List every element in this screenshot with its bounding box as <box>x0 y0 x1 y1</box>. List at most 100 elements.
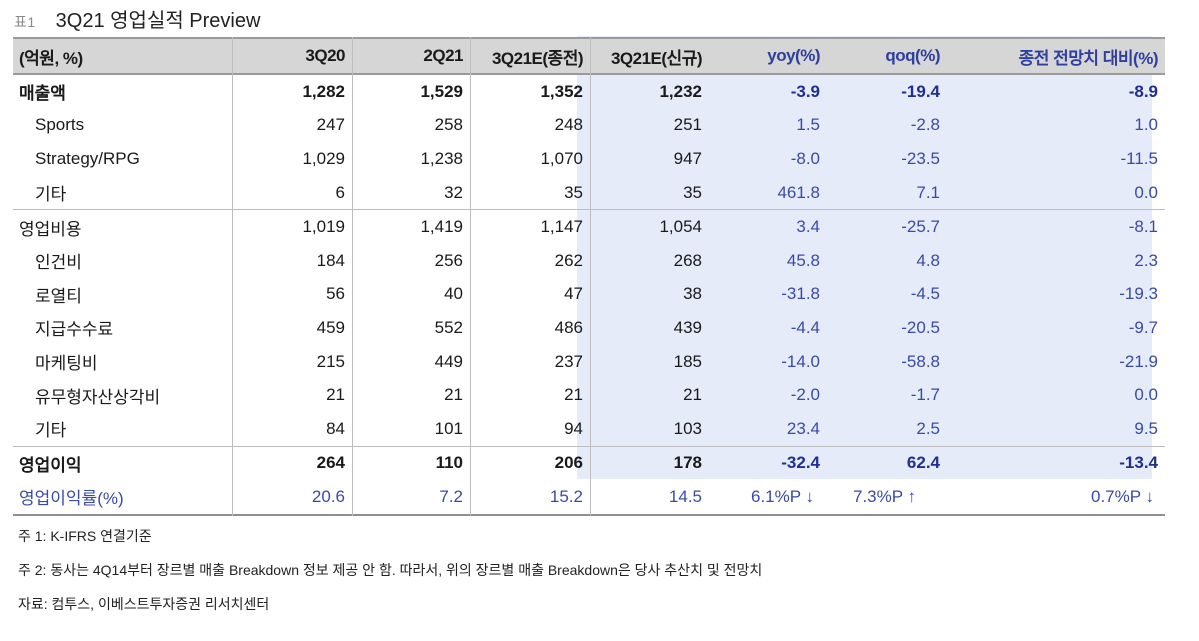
cell-qoq: -4.5 <box>910 284 940 304</box>
cell-3q21e-new: 38 <box>683 284 702 304</box>
cell-vs-prev: -9.7 <box>1128 317 1158 337</box>
highlight-columns-bg <box>577 36 1152 479</box>
cell-2q21: 110 <box>435 453 463 473</box>
footnotes: 주 1: K-IFRS 연결기준 주 2: 동사는 4Q14부터 장르별 매출 … <box>18 526 762 628</box>
cell-3q20: 264 <box>316 453 345 473</box>
cell-3q21e-prev: 35 <box>564 182 583 202</box>
cell-3q20: 184 <box>316 250 345 270</box>
row-label: 영업비용 <box>19 219 82 239</box>
cell-3q21e-prev: 21 <box>564 385 583 405</box>
table-row-royalty: 로열티 56 40 47 38 -31.8 -4.5 -19.3 <box>13 278 1165 312</box>
row-label: 마케팅비 <box>35 354 98 374</box>
row-label: 기타 <box>35 421 67 441</box>
cell-3q21e-prev: 262 <box>554 250 583 270</box>
table-row-marketing: 마케팅비 215 449 237 185 -14.0 -58.8 -21.9 <box>13 345 1165 379</box>
cell-vs-prev: 2.3 <box>1134 250 1158 270</box>
header-3q21e-new: 3Q21E(신규) <box>610 48 703 68</box>
column-divider <box>232 37 233 516</box>
cell-qoq: -25.7 <box>901 217 940 237</box>
cell-3q21e-new: 1,232 <box>659 81 702 101</box>
cell-vs-prev: 0.0 <box>1134 385 1158 405</box>
row-label: 유무형자산상각비 <box>35 387 161 407</box>
cell-3q20: 459 <box>316 317 345 337</box>
cell-yoy: 45.8 <box>786 250 820 270</box>
cell-2q21: 40 <box>444 284 463 304</box>
row-label: 기타 <box>35 185 67 205</box>
row-label: 매출액 <box>19 84 66 104</box>
row-separator <box>13 209 1165 211</box>
cell-yoy: -3.9 <box>790 81 820 101</box>
cell-3q21e-new: 251 <box>673 115 702 135</box>
cell-3q21e-new: 439 <box>673 317 702 337</box>
cell-yoy: -32.4 <box>781 453 820 473</box>
footnote-1: 주 1: K-IFRS 연결기준 <box>18 528 152 544</box>
cell-3q20: 6 <box>335 182 345 202</box>
table-bottom-border <box>13 513 1165 516</box>
figure-label: 표1 <box>14 14 36 30</box>
cell-3q20: 247 <box>316 115 345 135</box>
cell-2q21: 1,419 <box>420 217 463 237</box>
cell-3q20: 215 <box>316 351 345 371</box>
figure-title-text: 3Q21 영업실적 Preview <box>55 10 261 32</box>
cell-3q21e-prev: 206 <box>554 453 583 473</box>
cell-yoy: 461.8 <box>777 182 820 202</box>
cell-3q21e-prev: 1,147 <box>540 217 583 237</box>
cell-yoy: 6.1%P ↓ <box>750 486 814 506</box>
cell-qoq: -1.7 <box>910 385 940 405</box>
cell-3q21e-prev: 47 <box>564 284 583 304</box>
table-row-operating-margin: 영업이익률(%) 20.6 7.2 15.2 14.5 6.1%P ↓ 7.3%… <box>13 480 1165 514</box>
table-row-revenue: 매출액 1,282 1,529 1,352 1,232 -3.9 -19.4 -… <box>13 75 1165 109</box>
table-row-strategy-rpg: Strategy/RPG 1,029 1,238 1,070 947 -8.0 … <box>13 142 1165 176</box>
row-label: Strategy/RPG <box>35 148 140 168</box>
cell-2q21: 32 <box>444 182 463 202</box>
cell-qoq: -58.8 <box>901 351 940 371</box>
cell-yoy: -2.0 <box>790 385 820 405</box>
cell-3q21e-new: 35 <box>683 182 702 202</box>
cell-yoy: -4.4 <box>790 317 820 337</box>
cell-vs-prev: -8.1 <box>1128 217 1158 237</box>
table-row-fees: 지급수수료 459 552 486 439 -4.4 -20.5 -9.7 <box>13 311 1165 345</box>
cell-3q20: 21 <box>326 385 345 405</box>
row-label: 로열티 <box>35 286 82 306</box>
table-row-sports: Sports 247 258 248 251 1.5 -2.8 1.0 <box>13 109 1165 143</box>
cell-yoy: -31.8 <box>781 284 820 304</box>
column-divider <box>470 37 471 516</box>
source-note: 자료: 컴투스, 이베스트투자증권 리서치센터 <box>18 596 270 612</box>
cell-3q21e-prev: 237 <box>554 351 583 371</box>
header-2q21: 2Q21 <box>423 46 463 65</box>
cell-3q21e-new: 268 <box>673 250 702 270</box>
header-vs-prev: 종전 전망치 대비(%) <box>1018 48 1159 68</box>
cell-3q21e-new: 178 <box>673 453 702 473</box>
cell-3q20: 1,019 <box>302 217 345 237</box>
table-row-operating-profit: 영업이익 264 110 206 178 -32.4 62.4 -13.4 <box>13 447 1165 481</box>
cell-3q20: 1,029 <box>302 148 345 168</box>
cell-vs-prev: 0.7%P ↓ <box>1090 486 1154 506</box>
cell-3q21e-new: 185 <box>673 351 702 371</box>
cell-3q21e-new: 14.5 <box>668 486 702 506</box>
cell-vs-prev: 1.0 <box>1134 115 1158 135</box>
table-row-labor: 인건비 184 256 262 268 45.8 4.8 2.3 <box>13 244 1165 278</box>
row-label: Sports <box>35 115 85 135</box>
table-row-opex: 영업비용 1,019 1,419 1,147 1,054 3.4 -25.7 -… <box>13 210 1165 244</box>
cell-3q21e-prev: 15.2 <box>549 486 583 506</box>
table-row-revenue-other: 기타 6 32 35 35 461.8 7.1 0.0 <box>13 176 1165 210</box>
cell-2q21: 552 <box>434 317 463 337</box>
cell-2q21: 1,529 <box>420 81 463 101</box>
cell-qoq: -2.8 <box>910 115 940 135</box>
row-label: 인건비 <box>35 253 82 273</box>
cell-2q21: 21 <box>444 385 463 405</box>
cell-qoq: 4.8 <box>916 250 940 270</box>
cell-3q21e-prev: 1,352 <box>540 81 583 101</box>
table-header: (억원, %) 3Q20 2Q21 3Q21E(종전) 3Q21E(신규) yo… <box>13 37 1165 75</box>
cell-qoq: 7.1 <box>916 182 940 202</box>
cell-qoq: -23.5 <box>901 148 940 168</box>
cell-qoq: 2.5 <box>916 418 940 438</box>
cell-vs-prev: 9.5 <box>1134 418 1158 438</box>
cell-qoq: -19.4 <box>901 81 940 101</box>
column-divider <box>352 37 353 516</box>
cell-3q20: 1,282 <box>302 81 345 101</box>
footnote-2: 주 2: 동사는 4Q14부터 장르별 매출 Breakdown 정보 제공 안… <box>18 562 763 578</box>
cell-3q21e-prev: 248 <box>554 115 583 135</box>
cell-qoq: 62.4 <box>906 453 940 473</box>
cell-3q21e-prev: 94 <box>564 418 583 438</box>
